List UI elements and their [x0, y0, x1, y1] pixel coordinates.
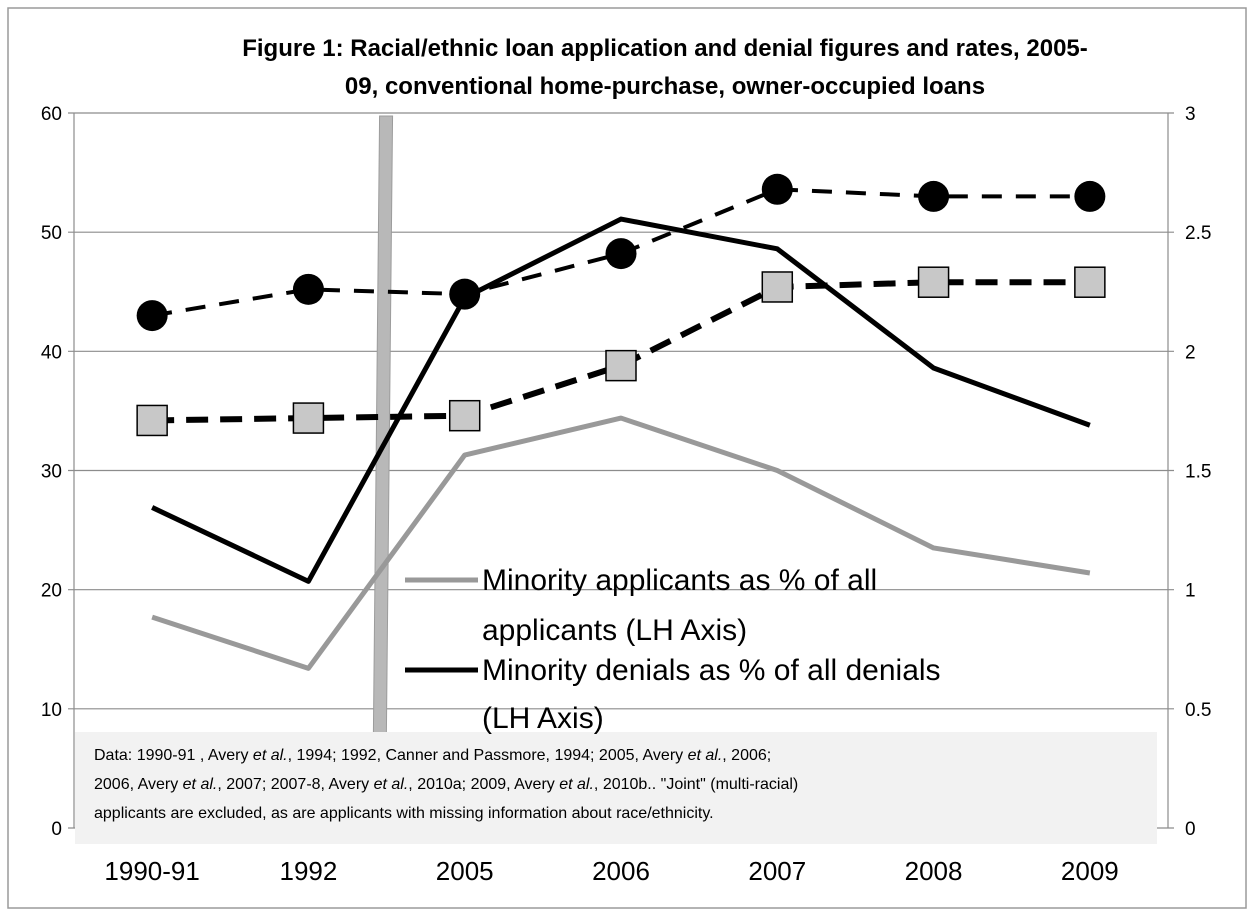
- series-4: [136, 266, 1106, 437]
- series-1: [151, 415, 1091, 671]
- note-segment: et al.: [253, 747, 288, 764]
- y-left-tick-label: 40: [41, 342, 62, 363]
- note-segment: 2006, Avery: [94, 776, 183, 793]
- note-segment: , 1994; 1992, Canner and Passmore, 1994;…: [288, 747, 688, 764]
- y-right-tick-label: 3: [1185, 104, 1196, 125]
- y-left-tick-label: 60: [41, 104, 62, 125]
- data-point-circle: [605, 238, 637, 270]
- note-segment: , 2006;: [722, 747, 771, 764]
- series-line: [151, 415, 1091, 671]
- y-right-tick-label: 1.5: [1185, 462, 1211, 483]
- legend-label-denials-line-2: (LH Axis): [482, 702, 604, 735]
- legend-label-applicants-line-1: Minority applicants as % of all: [482, 564, 877, 597]
- data-point-square: [917, 266, 950, 298]
- y-left-tick-label: 20: [41, 581, 62, 602]
- series-2: [151, 216, 1091, 584]
- y-right-tick-label: 0.5: [1185, 700, 1211, 721]
- data-point-square: [605, 349, 637, 382]
- data-point-circle: [449, 278, 481, 310]
- y-left-tick-label: 50: [41, 223, 62, 244]
- x-axis-labels: 1990-91 1992 2005 2006 2007 2008 2009: [104, 856, 1118, 886]
- note-segment: et al.: [559, 776, 594, 793]
- y-right-tick-label: 1: [1185, 581, 1196, 602]
- y-left-tick-label: 30: [41, 462, 62, 483]
- data-point-square: [292, 402, 325, 434]
- data-point-square: [761, 271, 794, 303]
- y-right-tick-label: 2: [1185, 342, 1196, 363]
- data-point-square: [448, 399, 481, 432]
- note-segment: Data: 1990-91 , Avery: [94, 747, 253, 764]
- data-point-circle: [761, 173, 793, 205]
- y-right-tick-label: 0: [1185, 819, 1196, 840]
- data-point-circle: [292, 273, 324, 305]
- chart-title-line-1: Figure 1: Racial/ethnic loan application…: [242, 35, 1088, 62]
- y-left-tick-label: 10: [41, 700, 62, 721]
- chart-title-line-2: 09, conventional home-purchase, owner-oc…: [345, 73, 985, 100]
- x-axis-tick-label: 2007: [748, 856, 806, 886]
- axes: 0 10 20 30 40 50 60 0 0.5 1 1.5 2 2.5 3: [41, 104, 1212, 840]
- data-source-note: Data: 1990-91 , Avery et al., 1994; 1992…: [94, 747, 798, 822]
- data-point-square: [136, 404, 168, 437]
- legend: Minority applicants as % of all applican…: [405, 564, 941, 735]
- note-segment: , 2010a; 2009, Avery: [408, 776, 559, 793]
- series-layer: [136, 173, 1106, 671]
- x-axis-tick-label: 2005: [436, 856, 494, 886]
- series-3: [136, 173, 1106, 332]
- x-axis-tick-label: 2009: [1061, 856, 1119, 886]
- note-segment: et al.: [183, 776, 218, 793]
- note-box: [75, 732, 1157, 844]
- note-segment: et al.: [688, 747, 723, 764]
- legend-label-denials-line-1: Minority denials as % of all denials: [482, 654, 941, 687]
- x-axis-tick-label: 1992: [280, 856, 338, 886]
- y-left-tick-label: 0: [51, 819, 62, 840]
- data-point-circle: [918, 180, 950, 212]
- y-right-tick-label: 2.5: [1185, 223, 1211, 244]
- note-segment: applicants are excluded, as are applican…: [94, 805, 714, 822]
- data-point-circle: [136, 300, 168, 332]
- legend-label-applicants-line-2: applicants (LH Axis): [482, 614, 747, 647]
- note-segment: et al.: [374, 776, 409, 793]
- x-axis-tick-label: 1990-91: [104, 856, 199, 886]
- note-segment: , 2007; 2007-8, Avery: [217, 776, 373, 793]
- x-axis-tick-label: 2006: [592, 856, 650, 886]
- note-segment: , 2010b.. "Joint" (multi-racial): [594, 776, 798, 793]
- data-point-circle: [1074, 180, 1106, 212]
- data-point-square: [1074, 266, 1106, 298]
- x-axis-tick-label: 2008: [905, 856, 963, 886]
- series-line: [151, 216, 1091, 584]
